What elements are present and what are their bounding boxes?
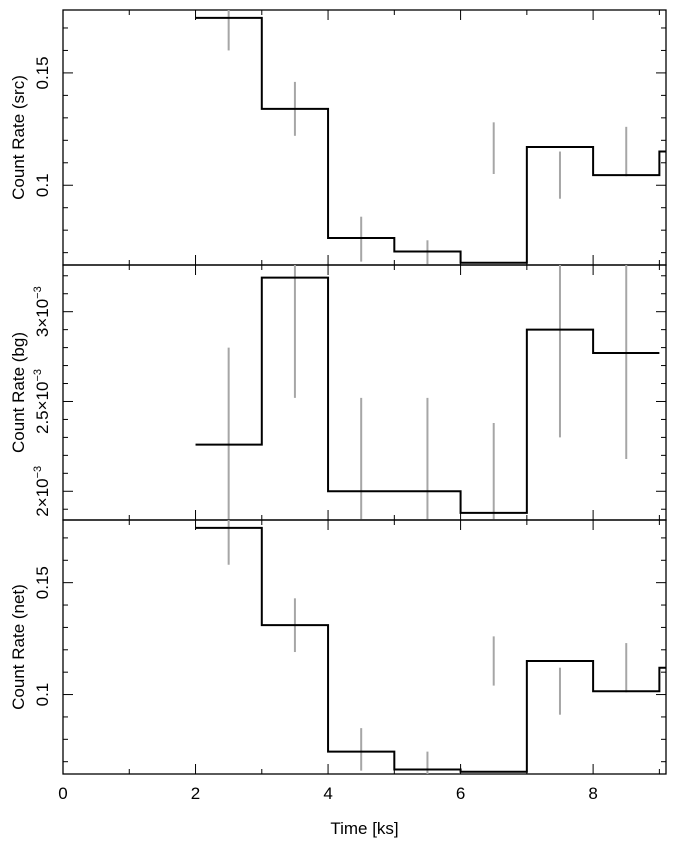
y-tick-label: 0.1 xyxy=(33,173,52,197)
panel-frame xyxy=(62,9,667,266)
y-tick-label: 0.1 xyxy=(33,683,52,707)
rate-step-line xyxy=(195,16,666,264)
panel-frame xyxy=(62,519,667,775)
y-tick-label: 3×10−3 xyxy=(32,286,52,337)
y-tick-label: 2.5×10−3 xyxy=(32,369,52,434)
x-tick-label: 4 xyxy=(323,784,332,803)
x-tick-label: 0 xyxy=(58,784,67,803)
x-tick-label: 2 xyxy=(191,784,200,803)
y-axis-label: Count Rate (src) xyxy=(9,75,28,200)
panel-frame xyxy=(62,264,667,521)
rate-step-line xyxy=(195,526,666,773)
y-tick-label: 0.15 xyxy=(33,566,52,599)
y-axis-label: Count Rate (net) xyxy=(9,584,28,710)
y-tick-label: 0.15 xyxy=(33,56,52,89)
x-axis-label: Time [ks] xyxy=(330,819,398,838)
x-tick-label: 8 xyxy=(588,784,597,803)
y-tick-label: 2×10−3 xyxy=(32,466,52,517)
y-axis-label: Count Rate (bg) xyxy=(9,332,28,453)
panel-3: 0.1 0.15 Count Rate (net) 0 2 4 6 8 Time [ks] xyxy=(9,519,667,838)
x-tick-label: 6 xyxy=(456,784,465,803)
panel-1: 0.1 0.15 Count Rate (src) xyxy=(9,9,667,266)
rate-step-line xyxy=(195,276,660,514)
